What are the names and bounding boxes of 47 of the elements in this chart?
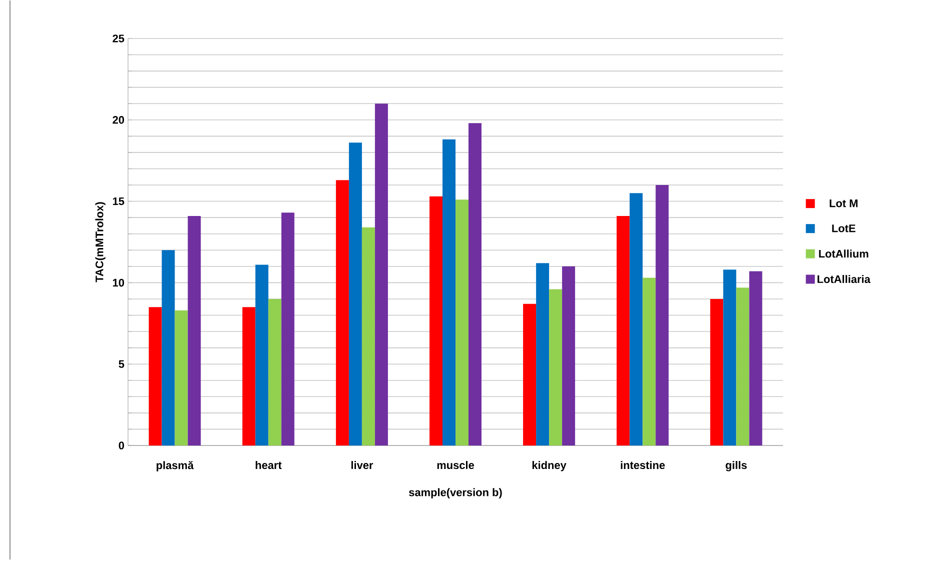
- bar: [468, 122, 482, 446]
- bar: [348, 142, 362, 446]
- bar: [188, 216, 201, 446]
- bar: [374, 103, 388, 446]
- bar: [456, 199, 469, 446]
- y-tick-label: 0: [118, 441, 124, 450]
- x-tick-label: gills: [726, 460, 747, 472]
- x-tick-label: intestine: [620, 460, 665, 469]
- x-tick-label: heart: [256, 460, 282, 469]
- bar: [723, 269, 736, 446]
- bar: [362, 227, 375, 446]
- x-tick-label: kidney: [532, 460, 566, 471]
- bar: [749, 271, 762, 446]
- legend-label: LotAlliaria: [818, 274, 870, 283]
- bar: [562, 266, 576, 446]
- legend-label: Lot M: [830, 199, 858, 207]
- bar: [442, 139, 456, 446]
- bar: [642, 278, 656, 446]
- bar: [630, 192, 643, 446]
- bar: [616, 216, 630, 446]
- legend-label: LotE: [832, 224, 856, 232]
- x-axis-title: sample(version b): [409, 488, 502, 498]
- bar: [255, 264, 268, 446]
- bar: [656, 184, 669, 446]
- bar: [536, 262, 550, 446]
- bar: [549, 288, 562, 446]
- bar: [523, 304, 536, 446]
- bar: [736, 287, 750, 446]
- y-tick-label: 25: [112, 34, 124, 42]
- y-tick-label: 15: [112, 197, 124, 205]
- bar: [336, 180, 349, 446]
- bar: [281, 212, 294, 446]
- legend-label: LotAllium: [819, 249, 868, 258]
- y-tick-label: 10: [112, 278, 124, 286]
- bar: [148, 306, 162, 446]
- bar: [268, 298, 282, 446]
- y-tick-label: 5: [118, 360, 124, 368]
- bar: [710, 298, 724, 446]
- bar: [174, 310, 188, 446]
- x-tick-label: muscle: [437, 460, 474, 469]
- y-tick-label: 20: [112, 116, 124, 124]
- y-axis-title: TAC(mMTrolox): [95, 202, 106, 282]
- x-tick-label: plasmă: [156, 460, 194, 472]
- bar: [242, 306, 256, 446]
- bar: [430, 196, 443, 446]
- bar: [162, 250, 175, 446]
- x-tick-label: liver: [351, 460, 374, 469]
